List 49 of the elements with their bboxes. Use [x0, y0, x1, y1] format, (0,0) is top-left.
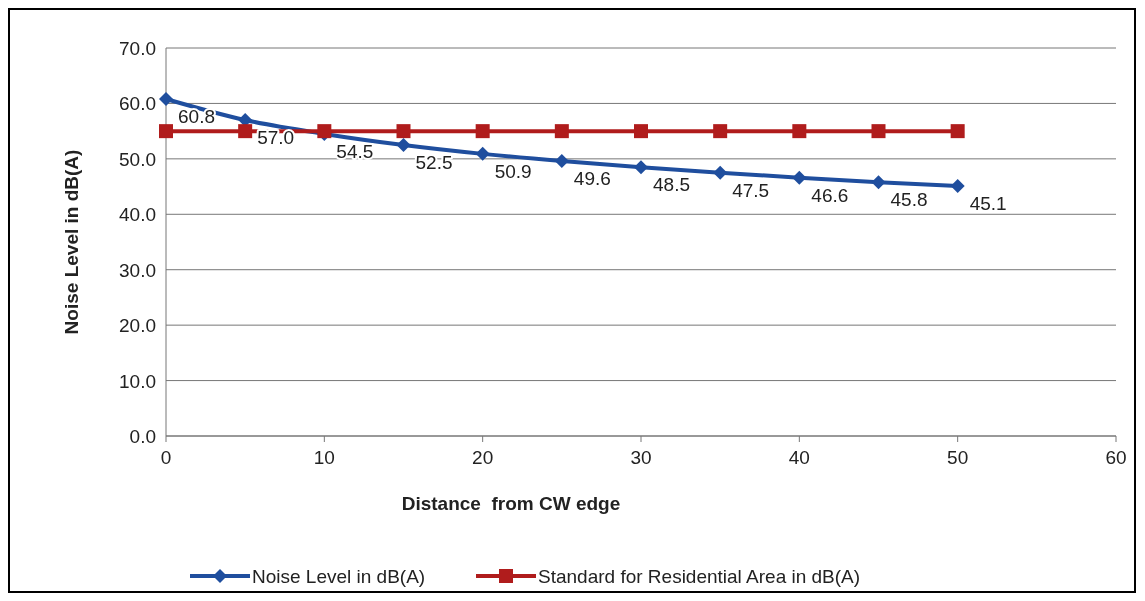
data-label: 50.9: [494, 160, 532, 182]
x-tick-label: 50: [947, 447, 969, 468]
point: [238, 124, 253, 139]
point: [792, 170, 807, 185]
y-tick-label: 0.0: [129, 426, 156, 447]
point: [554, 124, 569, 139]
y-tick-label: 70.0: [119, 38, 156, 59]
x-tick-label: 20: [472, 447, 494, 468]
data-label: 57.0: [257, 127, 295, 149]
point: [792, 124, 807, 139]
y-tick-label: 40.0: [119, 204, 156, 226]
point: [713, 124, 728, 139]
data-label: 46.6: [811, 184, 849, 206]
data-label: 45.1: [969, 193, 1007, 215]
x-tick-label: 10: [313, 447, 335, 468]
point: [396, 138, 411, 152]
legend-label: Noise Level in dB(A): [252, 566, 426, 587]
y-tick-label: 10.0: [119, 370, 156, 392]
x-axis-title: Distance from CW edge: [401, 493, 621, 514]
x-tick-label: 0: [160, 447, 172, 468]
point: [950, 124, 965, 139]
y-tick-label: 20.0: [119, 315, 156, 337]
point: [713, 165, 728, 180]
point: [396, 124, 411, 139]
data-label: 52.5: [415, 152, 453, 173]
point: [871, 124, 886, 139]
point: [871, 175, 886, 190]
x-tick-label: 30: [630, 447, 652, 468]
point: [634, 160, 648, 175]
point: [950, 179, 965, 194]
point: [159, 124, 173, 139]
y-tick-label: 50.0: [119, 148, 156, 170]
x-tick-label: 40: [788, 447, 810, 468]
data-label: 45.8: [890, 189, 928, 211]
y-tick-label: 30.0: [119, 259, 156, 281]
data-label: 48.5: [653, 174, 690, 196]
data-label: 47.5: [732, 179, 770, 201]
data-label: 49.6: [573, 168, 611, 190]
data-label: 60.8: [178, 105, 215, 127]
point: [475, 146, 490, 161]
point: [554, 154, 569, 169]
y-tick-label: 60.0: [119, 93, 156, 115]
legend-label: Standard for Residential Area in dB(A): [538, 566, 861, 587]
y-axis-title: Noise Level in dB(A): [61, 149, 82, 335]
x-tick-label: 60: [1105, 447, 1127, 468]
point: [159, 91, 173, 106]
point: [634, 124, 648, 139]
data-label: 54.5: [336, 140, 374, 162]
point: [475, 124, 490, 139]
